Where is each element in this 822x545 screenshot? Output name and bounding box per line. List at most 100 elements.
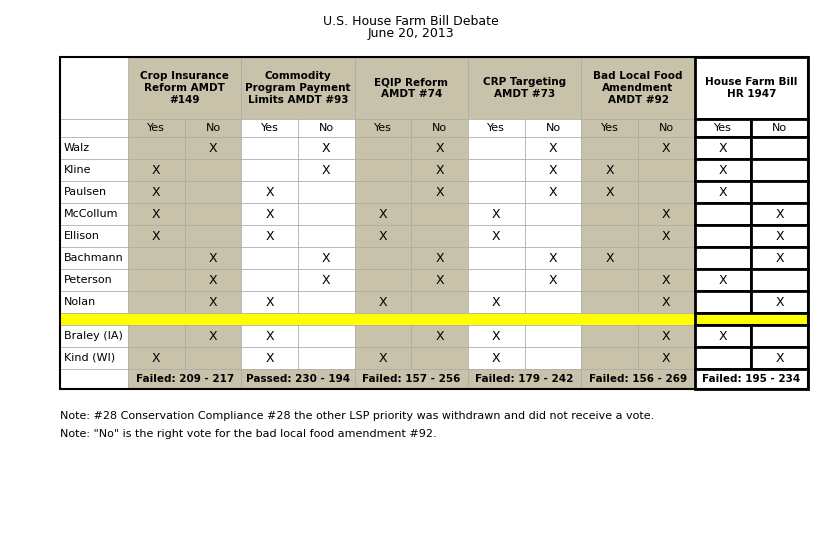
Text: X: X (436, 274, 444, 287)
Bar (60, 119, 128, 137)
Text: Walz: Walz (64, 143, 90, 153)
Bar (128, 119, 185, 137)
Bar (354, 119, 411, 137)
Text: X: X (436, 330, 444, 342)
Bar (128, 325, 185, 347)
Bar (298, 181, 354, 203)
Bar (695, 137, 751, 159)
Bar (524, 225, 581, 247)
Bar (354, 159, 411, 181)
Bar (468, 225, 524, 247)
Bar (581, 137, 638, 159)
Bar (354, 203, 411, 225)
Bar (354, 325, 411, 347)
Text: House Farm Bill
HR 1947: House Farm Bill HR 1947 (705, 77, 797, 99)
Text: Peterson: Peterson (64, 275, 113, 285)
Bar (185, 247, 242, 269)
Text: Failed: 157 - 256: Failed: 157 - 256 (363, 374, 460, 384)
Bar (298, 203, 354, 225)
Bar (128, 181, 185, 203)
Bar (128, 269, 185, 291)
Bar (185, 159, 242, 181)
Bar (242, 203, 298, 225)
Bar (185, 291, 242, 313)
Text: X: X (775, 208, 784, 221)
Bar (411, 137, 468, 159)
Bar (60, 347, 128, 369)
Text: X: X (209, 274, 217, 287)
Text: Yes: Yes (714, 123, 732, 133)
Bar (411, 159, 468, 181)
Bar (185, 119, 242, 137)
Bar (751, 269, 808, 291)
Bar (468, 269, 524, 291)
Bar (468, 119, 524, 137)
Bar (298, 247, 354, 269)
Text: Failed: 195 - 234: Failed: 195 - 234 (702, 374, 801, 384)
Bar (354, 269, 411, 291)
Text: X: X (322, 142, 330, 154)
Bar (185, 325, 242, 347)
Text: X: X (662, 208, 671, 221)
Text: X: X (549, 274, 557, 287)
Bar (128, 159, 185, 181)
Text: X: X (492, 352, 501, 365)
Bar (60, 247, 128, 269)
Bar (524, 325, 581, 347)
Bar (581, 369, 695, 389)
Bar (695, 203, 751, 225)
Bar (60, 137, 128, 159)
Text: X: X (322, 274, 330, 287)
Text: Failed: 209 - 217: Failed: 209 - 217 (136, 374, 233, 384)
Text: Yes: Yes (487, 123, 506, 133)
Text: Kind (WI): Kind (WI) (64, 353, 115, 363)
Text: X: X (549, 142, 557, 154)
Text: X: X (775, 251, 784, 264)
Text: McCollum: McCollum (64, 209, 118, 219)
Bar (60, 57, 808, 389)
Bar (638, 269, 695, 291)
Bar (524, 181, 581, 203)
Text: Kline: Kline (64, 165, 91, 175)
Bar (354, 247, 411, 269)
Bar (751, 347, 808, 369)
Bar (60, 325, 128, 347)
Text: X: X (436, 164, 444, 177)
Bar (638, 347, 695, 369)
Text: Bad Local Food
Amendment
AMDT #92: Bad Local Food Amendment AMDT #92 (593, 71, 683, 105)
Text: X: X (662, 330, 671, 342)
Bar (751, 119, 808, 137)
Text: X: X (662, 229, 671, 243)
Text: X: X (549, 251, 557, 264)
Text: X: X (492, 229, 501, 243)
Text: X: X (436, 142, 444, 154)
Bar (411, 325, 468, 347)
Text: X: X (209, 295, 217, 308)
Text: X: X (775, 352, 784, 365)
Text: Yes: Yes (601, 123, 619, 133)
Text: X: X (662, 352, 671, 365)
Text: X: X (379, 295, 387, 308)
Bar (60, 159, 128, 181)
Bar (638, 203, 695, 225)
Bar (468, 159, 524, 181)
Bar (695, 313, 808, 325)
Bar (411, 203, 468, 225)
Text: Bachmann: Bachmann (64, 253, 124, 263)
Bar (128, 369, 242, 389)
Text: X: X (605, 251, 614, 264)
Bar (638, 291, 695, 313)
Text: X: X (152, 208, 160, 221)
Text: No: No (432, 123, 447, 133)
Bar (581, 269, 638, 291)
Bar (242, 291, 298, 313)
Bar (695, 347, 751, 369)
Bar (638, 119, 695, 137)
Bar (128, 347, 185, 369)
Bar (468, 247, 524, 269)
Bar (695, 225, 751, 247)
Bar (185, 203, 242, 225)
Text: Nolan: Nolan (64, 297, 96, 307)
Bar (581, 291, 638, 313)
Bar (128, 137, 185, 159)
